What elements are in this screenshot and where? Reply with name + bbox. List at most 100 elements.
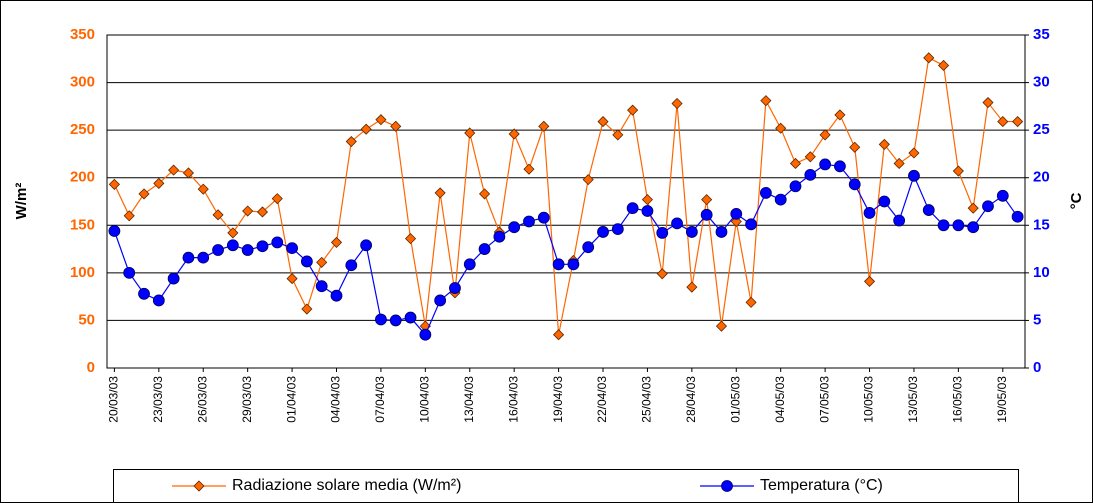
data-point [997, 116, 1009, 128]
y-tick-label: 200 [70, 169, 95, 186]
x-tick-label: 19/05/03 [995, 376, 1009, 423]
y2-tick-label: 10 [1033, 264, 1050, 281]
data-point [612, 129, 624, 141]
y-tick-label: 250 [70, 121, 95, 138]
x-tick-label: 25/04/03 [640, 376, 654, 423]
data-point [597, 226, 609, 238]
data-point [996, 189, 1009, 202]
data-point [404, 233, 417, 245]
data-point [226, 239, 239, 252]
y-tick-label: 0 [87, 359, 95, 376]
data-point [168, 164, 180, 176]
data-point [849, 141, 861, 153]
data-point [286, 242, 298, 255]
data-point [611, 223, 624, 235]
y-tick-label: 350 [70, 26, 95, 43]
x-tick-label: 01/05/03 [728, 376, 742, 423]
data-point [819, 158, 832, 171]
data-point [553, 329, 565, 341]
data-point [330, 289, 343, 302]
data-point [982, 200, 994, 213]
data-point [745, 218, 757, 231]
data-point [508, 128, 520, 140]
data-point [641, 205, 654, 217]
y-axis-label: W/m² [13, 183, 30, 220]
data-point [212, 244, 224, 256]
legend-box [113, 469, 1019, 503]
data-point [789, 180, 802, 193]
y2-tick-label: 30 [1033, 74, 1050, 91]
data-point [878, 138, 890, 150]
data-point [701, 194, 713, 206]
data-point [774, 193, 787, 206]
data-point [908, 169, 920, 182]
x-tick-label: 10/05/03 [862, 376, 876, 423]
data-point [700, 208, 713, 221]
data-point [908, 147, 920, 159]
data-point [123, 210, 135, 222]
x-tick-label: 16/05/03 [951, 376, 965, 423]
legend-marker [721, 480, 733, 492]
data-point [464, 127, 476, 139]
data-point [508, 221, 521, 234]
data-point [745, 296, 757, 308]
data-point [582, 174, 594, 186]
data-point [256, 240, 269, 253]
data-point [952, 165, 964, 177]
legend-label: Radiazione solare media (W/m²) [232, 477, 461, 494]
data-point [656, 268, 668, 280]
data-point [316, 256, 328, 268]
x-tick-label: 07/05/03 [817, 376, 831, 423]
data-point [819, 129, 831, 141]
x-tick-label: 01/04/03 [284, 376, 298, 423]
data-point [671, 97, 683, 110]
data-point [804, 151, 816, 163]
data-point [167, 272, 180, 285]
data-point [538, 120, 550, 132]
data-point [434, 187, 446, 199]
data-point [1011, 210, 1024, 223]
data-point [375, 313, 387, 326]
data-point [182, 167, 195, 179]
x-tick-label: 10/04/03 [418, 376, 432, 423]
data-point [982, 96, 994, 109]
x-tick-label: 28/04/03 [684, 376, 698, 423]
data-point [760, 95, 772, 107]
y-tick-label: 100 [70, 264, 95, 281]
data-point [108, 225, 121, 237]
data-point [256, 206, 269, 218]
data-point [952, 219, 965, 232]
data-point [212, 209, 224, 221]
data-point [967, 221, 980, 234]
y2-tick-label: 5 [1033, 311, 1041, 328]
data-point [804, 168, 817, 181]
data-point [878, 195, 891, 208]
y-tick-label: 300 [70, 74, 95, 91]
data-point [153, 177, 165, 189]
data-point [893, 214, 906, 227]
data-point [241, 244, 254, 256]
data-point [523, 163, 535, 175]
data-point [715, 226, 728, 238]
data-point [893, 157, 905, 170]
x-tick-label: 29/03/03 [240, 376, 254, 423]
data-point [641, 194, 654, 206]
data-point [360, 239, 373, 252]
data-point [834, 160, 846, 173]
x-tick-label: 20/03/03 [107, 376, 121, 423]
data-point [775, 122, 787, 134]
data-point [449, 282, 461, 294]
x-tick-label: 19/04/03 [551, 376, 565, 423]
data-point [197, 251, 210, 264]
data-point [152, 294, 165, 307]
x-tick-label: 23/03/03 [151, 376, 165, 423]
data-point [315, 280, 328, 293]
data-point [922, 204, 935, 216]
data-point [197, 183, 209, 195]
data-point [419, 328, 432, 341]
data-point [182, 251, 195, 264]
data-point [301, 303, 313, 315]
data-point [271, 193, 283, 205]
